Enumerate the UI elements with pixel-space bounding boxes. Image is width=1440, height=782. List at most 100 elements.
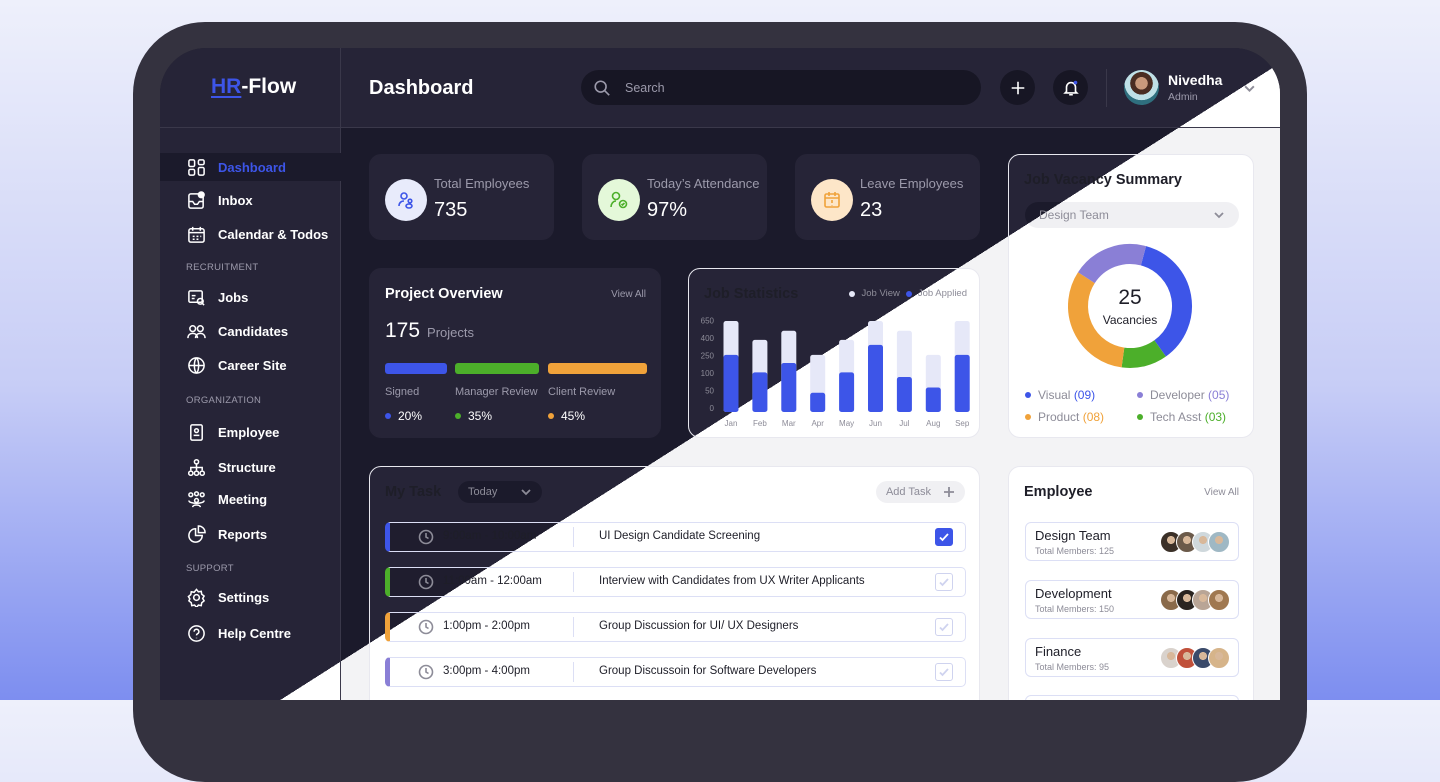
legend-count: (03) <box>1204 410 1227 424</box>
sidebar-item-dashboard[interactable]: Dashboard <box>160 153 341 181</box>
task-row[interactable]: 11:00am - 12:00am Interview with Candida… <box>385 567 966 597</box>
user-role: Admin <box>1168 91 1198 103</box>
nav-label: Dashboard <box>218 159 286 175</box>
check-icon <box>939 623 949 632</box>
grid-icon <box>188 158 205 176</box>
help-icon <box>188 624 205 642</box>
manager-review-bar <box>455 363 539 374</box>
clock-icon <box>418 664 434 680</box>
job-applied-bar-mar[interactable] <box>781 363 797 412</box>
sidebar-item-help-centre[interactable]: Help Centre <box>160 619 341 647</box>
nav-label: Candidates <box>218 323 289 339</box>
add-button[interactable] <box>1000 70 1035 105</box>
job-applied-bar-sep[interactable] <box>954 354 970 412</box>
bell-icon <box>1062 80 1079 96</box>
y-tick-label: 650 <box>701 317 715 326</box>
logo[interactable]: HR-Flow <box>211 75 296 99</box>
task-checkbox[interactable] <box>935 663 953 681</box>
notifications-button[interactable] <box>1053 70 1088 105</box>
job-applied-bar-jan[interactable] <box>723 354 739 412</box>
employee-group[interactable]: Finance Total Members: 95 <box>1025 638 1239 677</box>
employee-group[interactable]: Design Team Total Members: 125 <box>1025 522 1239 561</box>
nav-label: Meeting <box>218 491 268 507</box>
search-icon <box>594 79 610 96</box>
donut-slice-developer[interactable] <box>1078 244 1147 284</box>
task-checkbox[interactable] <box>935 528 953 546</box>
sidebar-item-employee[interactable]: Employee <box>160 418 341 446</box>
check-icon <box>939 578 949 587</box>
calendar-icon <box>188 226 205 243</box>
view-all-link[interactable]: View All <box>1204 487 1239 498</box>
view-all-link[interactable]: View All <box>611 289 646 300</box>
x-tick-label: Jun <box>869 419 882 428</box>
logo-hr: HR <box>211 75 242 98</box>
project-count-unit: Projects <box>427 325 475 340</box>
employee-group[interactable] <box>1025 695 1239 700</box>
jobs-search-icon <box>188 289 205 306</box>
legend-count: (05) <box>1208 388 1230 402</box>
job-applied-bar-apr[interactable] <box>810 392 826 412</box>
sidebar-item-settings[interactable]: Settings <box>160 583 341 611</box>
job-applied-bar-aug[interactable] <box>925 387 941 413</box>
group-members: Total Members: 125 <box>1035 546 1115 556</box>
avatar <box>1208 647 1230 669</box>
avatar[interactable] <box>1124 70 1159 105</box>
meeting-icon <box>188 490 205 507</box>
sidebar-item-meeting[interactable]: Meeting <box>160 485 341 513</box>
task-row[interactable]: 9:00am - 10:00am UI Design Candidate Scr… <box>385 522 966 552</box>
clock-icon <box>418 529 434 545</box>
group-members: Total Members: 150 <box>1035 604 1115 614</box>
task-time: 1:00pm - 2:00pm <box>443 620 530 632</box>
sidebar-item-calendar[interactable]: Calendar & Todos <box>160 220 341 248</box>
plus-icon <box>944 487 954 497</box>
task-filter-value: Today <box>468 486 498 498</box>
donut-slice-tech-asst[interactable] <box>1121 339 1166 368</box>
x-tick-label: Aug <box>926 419 940 428</box>
team-select[interactable]: Design Team <box>1025 202 1239 228</box>
group-name: Design Team <box>1035 528 1111 543</box>
task-filter-select[interactable]: Today <box>458 481 542 503</box>
add-task-button[interactable]: Add Task <box>875 481 965 503</box>
job-applied-bar-feb[interactable] <box>752 372 768 412</box>
users-icon <box>187 324 206 338</box>
sidebar-item-candidates[interactable]: Candidates <box>160 317 341 345</box>
sidebar-item-structure[interactable]: Structure <box>160 453 341 481</box>
job-applied-bar-jun[interactable] <box>868 344 883 412</box>
task-row[interactable]: 1:00pm - 2:00pm Group Discussion for UI/… <box>385 612 966 642</box>
header-divider <box>160 127 1280 128</box>
legend-developer: Developer (05) <box>1137 388 1229 402</box>
user-name: Nivedha <box>1168 72 1223 88</box>
y-tick-label: 100 <box>701 369 715 378</box>
job-applied-bar-jul[interactable] <box>896 377 912 412</box>
donut-slice-visual[interactable] <box>1140 246 1192 357</box>
sidebar-item-inbox[interactable]: Inbox <box>160 186 341 214</box>
legend-job-applied: Job Applied <box>917 288 967 299</box>
pie-chart-icon <box>188 524 206 543</box>
signed-bar <box>385 363 447 374</box>
legend-count: (08) <box>1082 410 1105 424</box>
task-checkbox[interactable] <box>935 618 953 636</box>
task-checkbox[interactable] <box>935 573 953 591</box>
nav-label: Career Site <box>218 357 287 373</box>
task-time: 3:00pm - 4:00pm <box>443 665 530 677</box>
x-tick-label: Jan <box>725 419 738 428</box>
my-task-card: My Task Today Add Task 9:00am - 10:00am … <box>369 466 980 700</box>
calendar-alert-icon <box>811 179 853 221</box>
chevron-down-icon[interactable] <box>1243 82 1256 95</box>
logo-text: -Flow <box>241 75 297 98</box>
search-input[interactable]: Search <box>581 70 981 105</box>
sidebar-item-career-site[interactable]: Career Site <box>160 351 341 379</box>
member-avatars <box>1160 589 1230 611</box>
card-title: Project Overview <box>385 286 503 302</box>
sidebar-item-jobs[interactable]: Jobs <box>160 283 341 311</box>
inbox-icon <box>188 190 205 209</box>
sidebar-item-reports[interactable]: Reports <box>160 520 341 548</box>
task-row[interactable]: 3:00pm - 4:00pm Group Discussoin for Sof… <box>385 657 966 687</box>
task-title: UI Design Candidate Screening <box>599 530 761 542</box>
job-applied-bar-may[interactable] <box>839 372 855 412</box>
chevron-down-icon <box>1214 212 1224 219</box>
donut-slice-product[interactable] <box>1068 272 1125 368</box>
employee-group[interactable]: Development Total Members: 150 <box>1025 580 1239 619</box>
stat-card-attendance: Today’s Attendance 97% <box>582 154 767 240</box>
member-avatars <box>1160 531 1230 553</box>
